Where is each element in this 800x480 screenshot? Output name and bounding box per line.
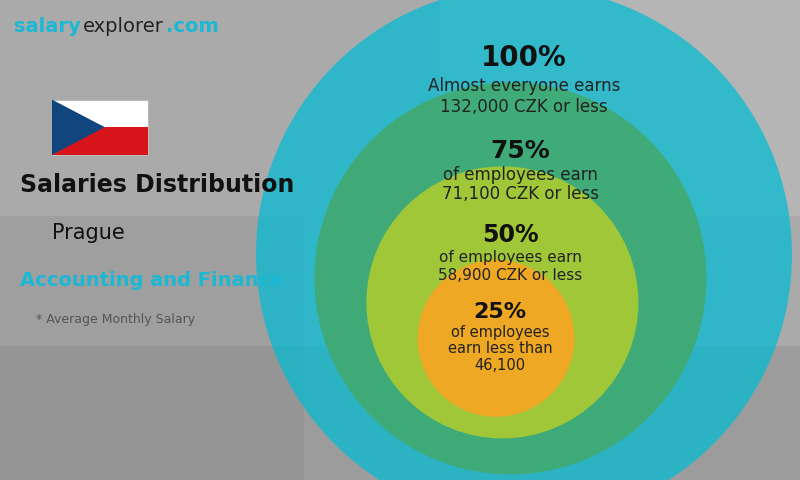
Text: Accounting and Finance: Accounting and Finance (20, 271, 283, 290)
Text: salary: salary (14, 17, 81, 36)
Bar (0, 346, 800, 480)
Bar (0, 216, 304, 480)
Text: Prague: Prague (52, 223, 125, 243)
Bar (52, 127, 148, 155)
Text: 50%: 50% (482, 223, 538, 247)
FancyBboxPatch shape (52, 100, 148, 155)
Text: 75%: 75% (490, 139, 550, 163)
Ellipse shape (256, 0, 792, 480)
Text: 46,100: 46,100 (474, 358, 526, 373)
Bar (440, 0, 800, 216)
Text: 100%: 100% (481, 44, 567, 72)
Ellipse shape (366, 167, 638, 438)
Text: of employees earn: of employees earn (442, 166, 598, 184)
Text: of employees: of employees (450, 324, 550, 340)
Text: earn less than: earn less than (448, 341, 552, 357)
Text: of employees earn: of employees earn (439, 250, 582, 265)
Text: 71,100 CZK or less: 71,100 CZK or less (442, 185, 598, 204)
Text: Almost everyone earns: Almost everyone earns (428, 77, 620, 96)
Text: * Average Monthly Salary: * Average Monthly Salary (36, 312, 195, 326)
Ellipse shape (314, 83, 706, 474)
Text: 25%: 25% (474, 302, 526, 322)
Text: 132,000 CZK or less: 132,000 CZK or less (440, 97, 608, 116)
Text: .com: .com (166, 17, 219, 36)
Text: Salaries Distribution: Salaries Distribution (20, 173, 294, 197)
Polygon shape (52, 100, 105, 155)
Text: 58,900 CZK or less: 58,900 CZK or less (438, 268, 582, 284)
Text: explorer: explorer (83, 17, 164, 36)
Ellipse shape (418, 260, 574, 417)
